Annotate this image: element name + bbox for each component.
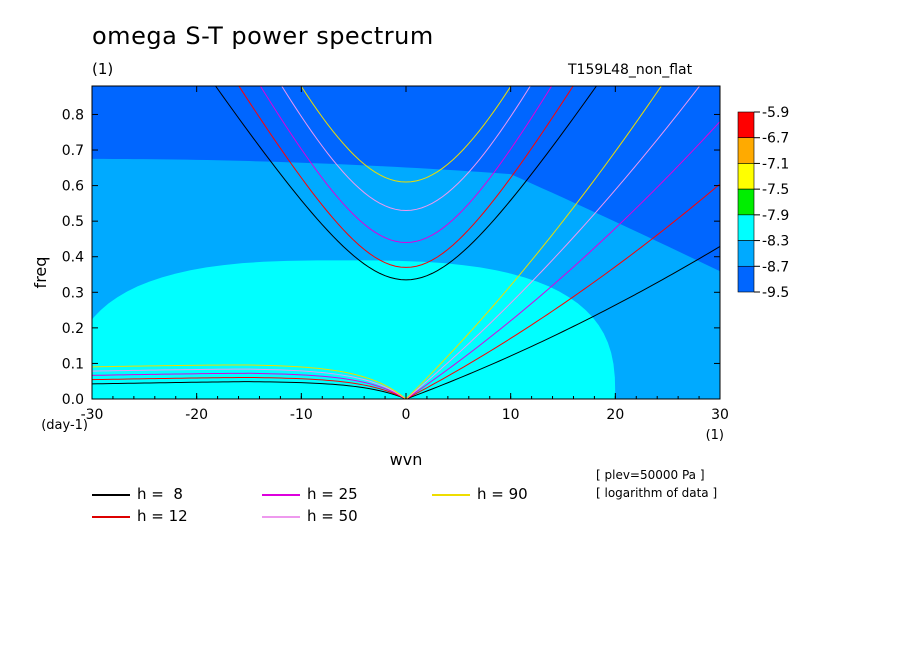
y-tick-label: 0.7	[62, 143, 84, 159]
contour-regions	[92, 158, 720, 399]
axes: -30 -20 -10 0 10 20 30 0.0 0.1 0.2 0.3 0.4 0.5 0.6 0.7…	[31, 85, 729, 469]
x-tick-label: -10	[290, 407, 313, 423]
legend-label-h90: h = 90	[477, 485, 528, 503]
curve-rossby-h8	[92, 381, 407, 399]
y-tick-label: 0.2	[62, 321, 84, 337]
y-tick-label: 0.4	[62, 250, 84, 266]
curve-rossby-h90	[92, 364, 407, 399]
curve-kelvin-h12	[405, 183, 720, 399]
curve-ig-h90	[300, 86, 512, 183]
colorbar-swatch	[737, 111, 755, 139]
legend-line-h50	[262, 516, 300, 518]
x-axis-label: wvn	[390, 450, 423, 469]
y-tick-label: 0.3	[62, 285, 84, 301]
colorbar-label: -7.9	[762, 208, 789, 224]
curve-kelvin-h90	[405, 86, 662, 399]
log-note: [ logarithm of data ]	[596, 486, 718, 500]
units-label: (1)	[92, 60, 114, 78]
curve-kelvin-h8	[405, 245, 720, 399]
colorbar-label: -7.1	[762, 156, 789, 172]
curve-ig-h12	[238, 86, 574, 268]
curve-rossby-h12	[92, 376, 407, 399]
run-label: T159L48_non_flat	[568, 62, 693, 78]
legend-label-h25: h = 25	[307, 485, 358, 503]
legend-line-h12	[92, 516, 130, 518]
x-tick-label: -30	[81, 407, 104, 423]
y-tick-label: 0.0	[62, 392, 84, 408]
colorbar-swatch	[737, 265, 755, 293]
colorbar-swatch	[737, 188, 755, 216]
colorbar-swatch	[737, 163, 755, 190]
colorbar-swatch	[737, 214, 755, 241]
colorbar-swatch	[737, 137, 755, 164]
colorbar-label: -8.7	[762, 259, 789, 275]
x-tick-label: 30	[711, 407, 729, 423]
legend-line-h90	[432, 494, 470, 496]
legend-line-h25	[262, 494, 300, 496]
curve-kelvin-h50	[405, 86, 701, 399]
y-tick-label: 0.6	[62, 179, 84, 195]
curve-ig-h8	[214, 86, 598, 281]
curve-ig-h25	[259, 86, 553, 244]
colorbar-label: -9.5	[762, 285, 789, 301]
y-axis-label: freq	[31, 257, 50, 289]
colorbar-label: -5.9	[762, 105, 789, 121]
y-tick-label: 0.5	[62, 214, 84, 230]
legend-label-h12: h = 12	[137, 507, 188, 525]
colorbar: -5.9 -6.7 -7.1 -7.5 -7.9 -8.3 -8.7 -9.5	[737, 105, 789, 301]
y-tick-label: 0.8	[62, 107, 84, 123]
x-tick-label: 0	[402, 407, 411, 423]
chart-title: omega S-T power spectrum	[92, 22, 434, 50]
colorbar-swatch	[737, 240, 755, 267]
x-unit-label: (1)	[706, 428, 724, 443]
curve-ig-h50	[281, 86, 531, 211]
plev-note: [ plev=50000 Pa ]	[596, 468, 705, 482]
colorbar-label: -6.7	[762, 131, 789, 147]
region-level-neg8.3	[92, 260, 616, 399]
colorbar-label: -8.3	[762, 234, 789, 250]
legend-line-h8	[92, 494, 130, 496]
legend-label-h8: h = 8	[137, 485, 183, 503]
y-tick-label: 0.1	[62, 356, 84, 372]
legend-label-h50: h = 50	[307, 507, 358, 525]
curve-rossby-h50	[92, 368, 407, 399]
x-tick-label: -20	[185, 407, 208, 423]
x-tick-label: 10	[502, 407, 520, 423]
colorbar-label: -7.5	[762, 182, 789, 198]
curve-kelvin-h25	[405, 121, 720, 399]
y-unit-label: (day-1)	[41, 418, 88, 433]
dispersion-curves	[92, 86, 720, 399]
x-tick-label: 20	[606, 407, 624, 423]
curve-rossby-h25	[92, 372, 407, 399]
